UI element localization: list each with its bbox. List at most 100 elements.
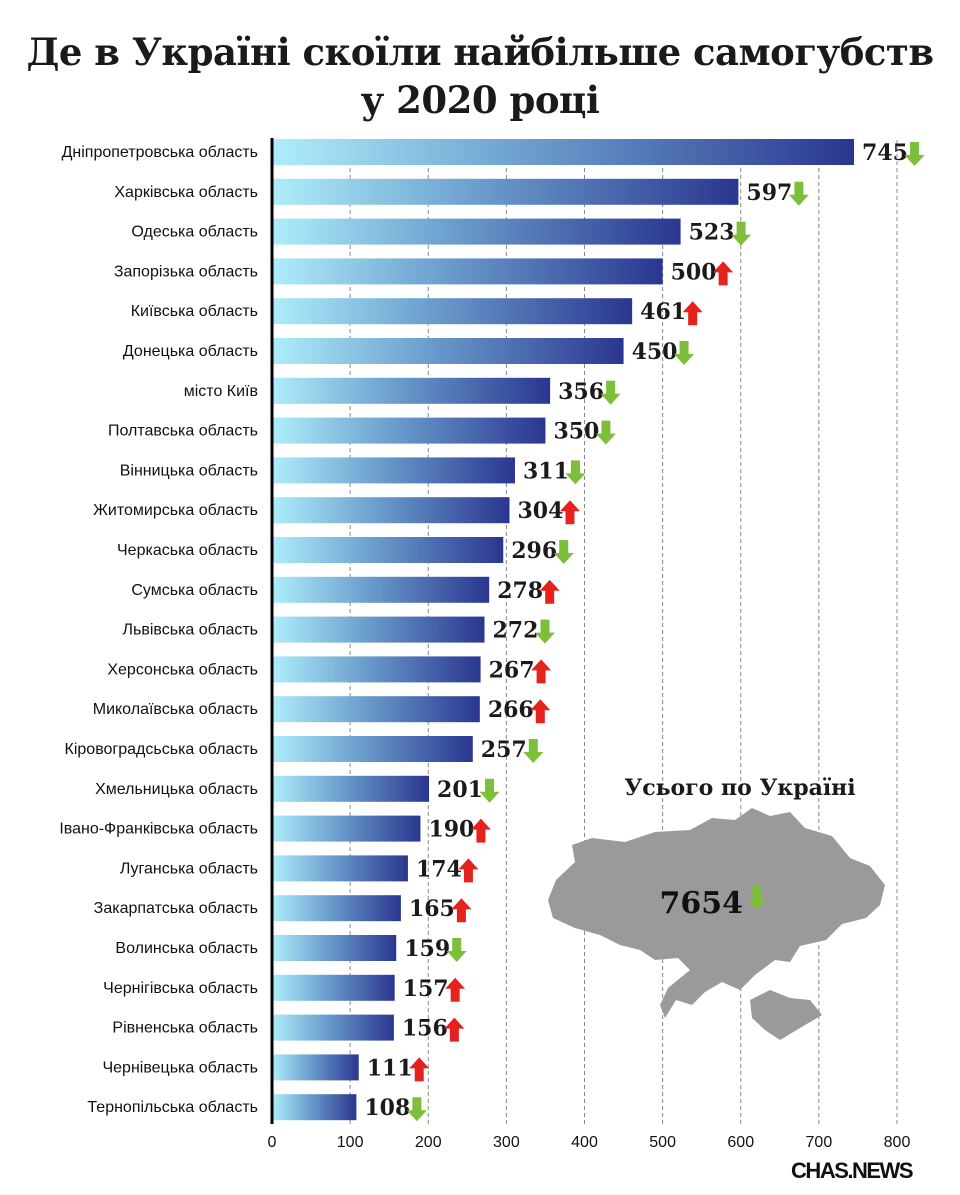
- value-label: 523: [689, 220, 735, 246]
- bar-row: Кіровоградсьська область 257: [65, 736, 544, 763]
- bar-row: Хмельницька область 201: [95, 775, 500, 803]
- trend-up-arrow-icon: [444, 1017, 465, 1042]
- x-tick-label: 500: [649, 1134, 676, 1151]
- total-trend-arrow: [747, 886, 767, 910]
- trend-down-arrow-icon: [446, 938, 467, 962]
- bar: [272, 497, 510, 524]
- bar: [272, 1094, 357, 1121]
- category-label: Донецька область: [123, 343, 258, 360]
- x-tick-label: 700: [806, 1134, 833, 1151]
- bar-row: Сумська область 278: [131, 576, 560, 604]
- category-label: Полтавська область: [108, 423, 258, 440]
- bar-row: Луганська область 174: [120, 855, 479, 883]
- trend-up-arrow-icon: [451, 898, 472, 923]
- category-label: Київська область: [131, 303, 258, 320]
- bar-row: Херсонська область 267: [107, 656, 552, 684]
- bar: [272, 298, 633, 325]
- category-label: Чернівецька область: [102, 1059, 258, 1076]
- value-label: 201: [437, 777, 483, 803]
- bar: [272, 218, 681, 245]
- bar: [272, 417, 546, 444]
- bar: [272, 178, 739, 205]
- trend-down-arrow-icon: [731, 221, 752, 246]
- value-label: 272: [493, 618, 539, 644]
- grid-lines: [349, 140, 898, 1124]
- trend-up-arrow-icon: [458, 858, 479, 883]
- value-label: 157: [403, 976, 449, 1002]
- x-tick-label: 300: [493, 1134, 520, 1151]
- category-label: Одеська область: [131, 224, 258, 241]
- trend-down-arrow-icon: [904, 142, 925, 166]
- bar: [272, 338, 624, 364]
- category-label: Вінницька область: [120, 462, 258, 479]
- bar-row: Дніпропетровська область 745: [62, 139, 925, 166]
- category-label: Сумська область: [131, 582, 258, 599]
- total-label: Усього по Україні: [624, 775, 855, 801]
- total-trend-down-icon: [747, 886, 767, 910]
- bar-row: Харківська область 597: [114, 178, 809, 206]
- bar: [272, 139, 855, 165]
- trend-down-arrow-icon: [674, 341, 695, 365]
- category-label: Харківська область: [114, 184, 258, 201]
- x-tick-label: 100: [337, 1134, 364, 1151]
- value-label: 257: [481, 737, 527, 763]
- trend-down-arrow-icon: [479, 778, 500, 803]
- x-tick-label: 200: [415, 1134, 442, 1151]
- value-label: 267: [489, 657, 535, 683]
- category-label: Івано-Франківська область: [59, 821, 258, 838]
- value-label: 597: [746, 180, 792, 206]
- value-label: 450: [632, 339, 678, 365]
- x-tick-label: 400: [571, 1134, 598, 1151]
- bar-row: Тернопільська область 108: [87, 1094, 427, 1122]
- bar: [272, 377, 551, 404]
- category-label: Херсонська область: [107, 661, 258, 678]
- category-label: Запорізька область: [114, 263, 258, 280]
- bar-row: Чернігівська область 157: [103, 974, 466, 1002]
- value-label: 296: [511, 538, 557, 564]
- chas-news-logo: CHAS.NEWS: [791, 1158, 913, 1183]
- bar-row: Рівненська область 156: [112, 1014, 465, 1042]
- category-label: Хмельницька область: [95, 781, 258, 798]
- value-label: 745: [862, 140, 908, 166]
- title-line-1: Де в Україні скоїли найбільше самогубств: [26, 30, 934, 74]
- bar-row: Волинська область 159: [115, 935, 467, 962]
- value-label: 500: [671, 259, 717, 285]
- value-label: 156: [402, 1016, 448, 1042]
- trend-up-arrow-icon: [409, 1057, 430, 1082]
- chart-title: Де в Україні скоїли найбільше самогубств…: [0, 28, 960, 124]
- value-label: 266: [488, 697, 534, 723]
- bar-row: Закарпатська область 165: [94, 895, 472, 923]
- bar-row: Донецька область 450: [123, 338, 695, 365]
- trend-down-arrow-icon: [565, 460, 586, 485]
- bar: [272, 974, 395, 1001]
- trend-down-arrow-icon: [788, 181, 809, 206]
- bar-row: Миколаївська область 266: [93, 696, 551, 724]
- x-tick-label: 0: [268, 1134, 277, 1151]
- category-label: Дніпропетровська область: [62, 144, 258, 161]
- bar: [272, 895, 401, 922]
- ukraine-map-shape: [548, 808, 885, 1040]
- trend-up-arrow-icon: [682, 301, 703, 326]
- value-label: 356: [558, 379, 604, 405]
- value-label: 304: [518, 498, 564, 524]
- bar-row: Житомирська область 304: [93, 497, 580, 525]
- trend-down-arrow-icon: [595, 420, 616, 445]
- x-tick-label: 600: [727, 1134, 754, 1151]
- bar: [272, 656, 481, 683]
- category-label: Закарпатська область: [94, 900, 258, 917]
- trend-up-arrow-icon: [470, 818, 491, 843]
- category-label: Миколаївська область: [93, 701, 258, 718]
- ukraine-map: Усього по Україні 7654: [548, 775, 885, 1040]
- trend-up-arrow-icon: [531, 659, 552, 684]
- trend-up-arrow-icon: [539, 579, 560, 604]
- bar: [272, 258, 663, 285]
- bar-row: Запорізька область 500: [114, 258, 734, 286]
- category-label: Кіровоградсьська область: [65, 741, 258, 758]
- value-label: 278: [497, 578, 543, 604]
- bar: [272, 537, 504, 563]
- bars: Дніпропетровська область 745 Харківська об…: [59, 139, 925, 1122]
- trend-up-arrow-icon: [530, 699, 551, 724]
- value-label: 461: [640, 299, 686, 325]
- title-line-2: у 2020 році: [360, 78, 600, 122]
- bar: [272, 1054, 359, 1081]
